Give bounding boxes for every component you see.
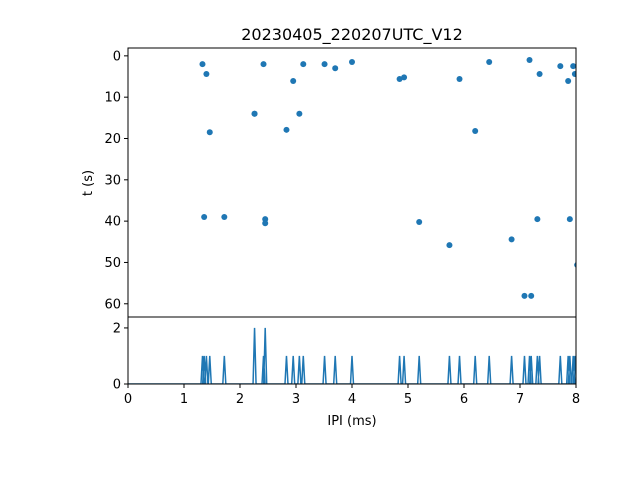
- scatter-point: [206, 129, 213, 136]
- scatter-point: [416, 218, 423, 225]
- scatter-point: [401, 74, 408, 81]
- y-axis-label: t (s): [81, 170, 96, 196]
- y-tick-label: 40: [104, 215, 121, 230]
- y-tick-label: 2: [113, 321, 121, 336]
- scatter-point: [534, 216, 541, 223]
- scatter-point: [557, 63, 564, 70]
- scatter-point: [300, 61, 307, 68]
- scatter-point: [521, 292, 528, 299]
- scatter-point: [296, 110, 303, 117]
- histogram-frame: [127, 316, 577, 385]
- scatter-point: [566, 216, 573, 223]
- scatter-point: [508, 236, 515, 243]
- scatter-point: [486, 59, 493, 66]
- x-tick-label: 5: [404, 392, 412, 407]
- y-tick-label: 20: [104, 132, 121, 147]
- scatter-frame: [127, 47, 577, 318]
- scatter-point: [332, 65, 339, 72]
- histogram-axes: 0 2 0 1 2 3 4 5 6 7 8: [113, 316, 580, 407]
- scatter-point: [526, 56, 533, 63]
- scatter-point: [199, 61, 206, 68]
- scatter-point: [201, 214, 208, 221]
- scatter-point: [203, 71, 210, 78]
- scatter-point: [262, 216, 269, 223]
- scatter-point: [283, 126, 290, 133]
- scatter-point: [221, 214, 228, 221]
- scatter-axes: 0 10 20 30 40 50 60: [104, 47, 577, 318]
- scatter-point: [321, 61, 328, 68]
- scatter-point: [260, 61, 267, 68]
- scatter-point: [570, 63, 576, 70]
- x-tick-label: 7: [516, 392, 524, 407]
- x-tick-label: 4: [348, 392, 356, 407]
- x-tick-label: 1: [180, 392, 188, 407]
- chart-title: 20230405_220207UTC_V12: [241, 25, 463, 45]
- scatter-point: [571, 71, 576, 78]
- x-axis-label: IPI (ms): [327, 414, 376, 429]
- y-tick-label: 60: [104, 297, 121, 312]
- scatter-point: [262, 220, 269, 227]
- scatter-point: [349, 59, 355, 66]
- scatter-point: [565, 78, 572, 85]
- scatter-point: [528, 292, 535, 299]
- scatter-point: [446, 242, 453, 249]
- y-tick-label: 50: [104, 256, 121, 271]
- scatter-point: [536, 71, 543, 78]
- x-tick-label: 2: [236, 392, 244, 407]
- scatter-point: [251, 110, 258, 117]
- x-tick-label: 3: [292, 392, 300, 407]
- y-tick-label: 30: [104, 173, 121, 188]
- scatter-point: [574, 262, 576, 268]
- scatter-point: [472, 128, 479, 135]
- scatter-point: [456, 75, 463, 82]
- y-tick-label: 0: [113, 49, 121, 64]
- scatter-point: [290, 78, 297, 85]
- x-tick-label: 6: [460, 392, 468, 407]
- x-tick-label: 8: [572, 392, 580, 407]
- y-tick-label: 10: [104, 91, 121, 106]
- x-tick-label: 0: [124, 392, 132, 407]
- y-tick-label: 0: [113, 378, 121, 393]
- histogram-line: [128, 327, 576, 384]
